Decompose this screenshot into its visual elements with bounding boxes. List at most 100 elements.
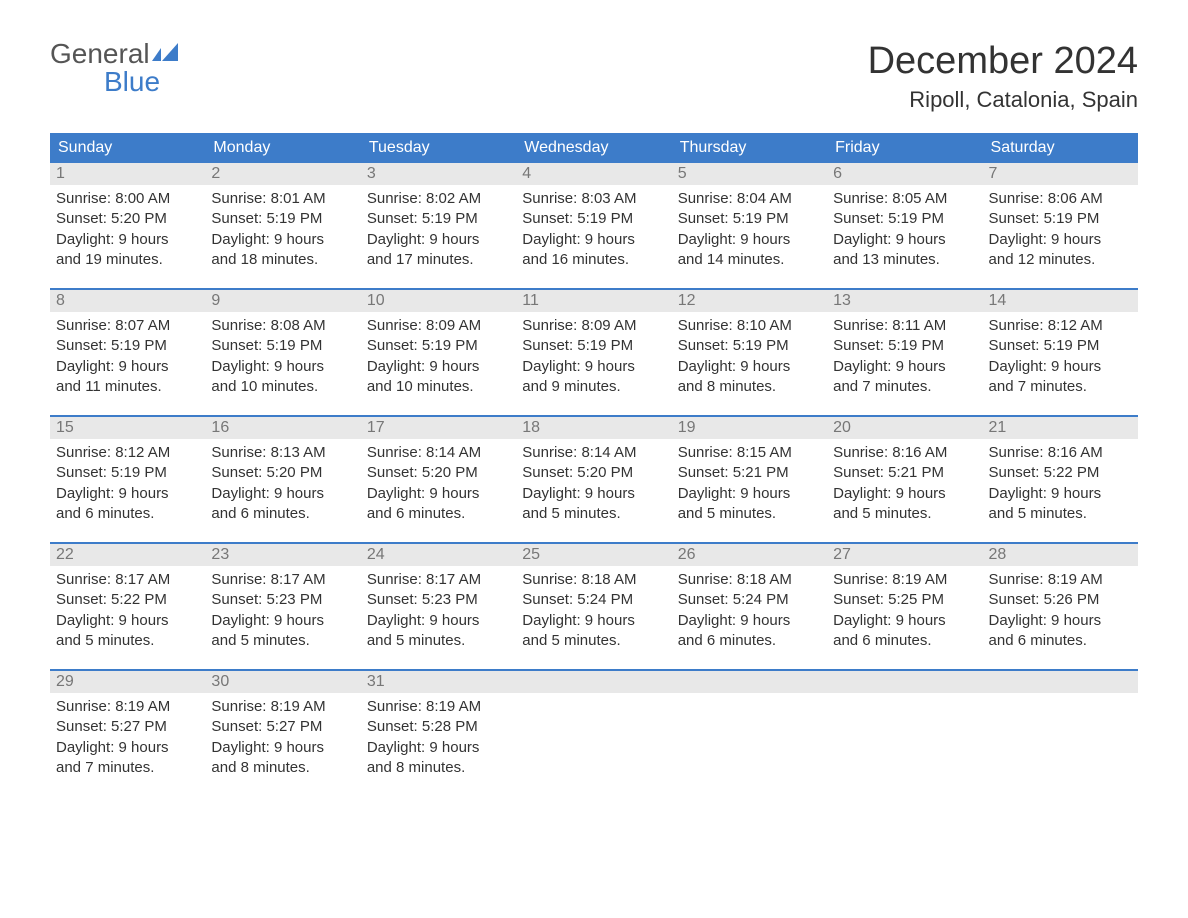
calendar-day: 30Sunrise: 8:19 AMSunset: 5:27 PMDayligh… [205,671,360,782]
calendar-week: 29Sunrise: 8:19 AMSunset: 5:27 PMDayligh… [50,669,1138,782]
day-body: Sunrise: 8:19 AMSunset: 5:28 PMDaylight:… [361,693,516,782]
sunrise-line: Sunrise: 8:07 AM [56,316,199,336]
calendar-day: 29Sunrise: 8:19 AMSunset: 5:27 PMDayligh… [50,671,205,782]
sunrise-line: Sunrise: 8:12 AM [989,316,1132,336]
daylight-line-2: and 7 minutes. [56,758,199,778]
daylight-line-1: Daylight: 9 hours [678,611,821,631]
day-number: 21 [983,417,1138,439]
daylight-line-1: Daylight: 9 hours [56,230,199,250]
daylight-line-1: Daylight: 9 hours [367,611,510,631]
daylight-line-2: and 17 minutes. [367,250,510,270]
day-body: Sunrise: 8:19 AMSunset: 5:27 PMDaylight:… [50,693,205,782]
day-number: 17 [361,417,516,439]
day-body: Sunrise: 8:10 AMSunset: 5:19 PMDaylight:… [672,312,827,401]
calendar-day: 5Sunrise: 8:04 AMSunset: 5:19 PMDaylight… [672,163,827,274]
day-number: 20 [827,417,982,439]
page-header: General Blue December 2024 Ripoll, Catal… [50,40,1138,113]
day-body: Sunrise: 8:02 AMSunset: 5:19 PMDaylight:… [361,185,516,274]
daylight-line-2: and 13 minutes. [833,250,976,270]
day-body: Sunrise: 8:11 AMSunset: 5:19 PMDaylight:… [827,312,982,401]
sunset-line: Sunset: 5:19 PM [56,463,199,483]
calendar-week: 8Sunrise: 8:07 AMSunset: 5:19 PMDaylight… [50,288,1138,401]
calendar-day: 27Sunrise: 8:19 AMSunset: 5:25 PMDayligh… [827,544,982,655]
daylight-line-2: and 7 minutes. [989,377,1132,397]
sunset-line: Sunset: 5:19 PM [833,336,976,356]
daylight-line-2: and 5 minutes. [211,631,354,651]
day-number: 31 [361,671,516,693]
daylight-line-1: Daylight: 9 hours [989,230,1132,250]
daylight-line-2: and 5 minutes. [367,631,510,651]
daylight-line-2: and 6 minutes. [989,631,1132,651]
daylight-line-1: Daylight: 9 hours [522,611,665,631]
sunset-line: Sunset: 5:20 PM [211,463,354,483]
daylight-line-1: Daylight: 9 hours [211,484,354,504]
sunset-line: Sunset: 5:21 PM [678,463,821,483]
calendar-day: 17Sunrise: 8:14 AMSunset: 5:20 PMDayligh… [361,417,516,528]
day-number: 5 [672,163,827,185]
day-number: 27 [827,544,982,566]
daylight-line-1: Daylight: 9 hours [989,484,1132,504]
day-body: Sunrise: 8:04 AMSunset: 5:19 PMDaylight:… [672,185,827,274]
daylight-line-2: and 5 minutes. [522,631,665,651]
day-body: Sunrise: 8:14 AMSunset: 5:20 PMDaylight:… [361,439,516,528]
sunset-line: Sunset: 5:23 PM [367,590,510,610]
day-number-empty [672,671,827,693]
calendar-day: 28Sunrise: 8:19 AMSunset: 5:26 PMDayligh… [983,544,1138,655]
day-body: Sunrise: 8:19 AMSunset: 5:25 PMDaylight:… [827,566,982,655]
day-body: Sunrise: 8:18 AMSunset: 5:24 PMDaylight:… [672,566,827,655]
daylight-line-1: Daylight: 9 hours [989,611,1132,631]
daylight-line-1: Daylight: 9 hours [833,357,976,377]
calendar-day: 18Sunrise: 8:14 AMSunset: 5:20 PMDayligh… [516,417,671,528]
calendar-day: 11Sunrise: 8:09 AMSunset: 5:19 PMDayligh… [516,290,671,401]
sunrise-line: Sunrise: 8:16 AM [833,443,976,463]
sunrise-line: Sunrise: 8:02 AM [367,189,510,209]
sunrise-line: Sunrise: 8:19 AM [367,697,510,717]
day-number-empty [516,671,671,693]
day-number-empty [827,671,982,693]
weekday-header: Sunday [50,133,205,163]
day-body: Sunrise: 8:09 AMSunset: 5:19 PMDaylight:… [361,312,516,401]
weekday-header-row: SundayMondayTuesdayWednesdayThursdayFrid… [50,133,1138,163]
day-body: Sunrise: 8:09 AMSunset: 5:19 PMDaylight:… [516,312,671,401]
day-body: Sunrise: 8:16 AMSunset: 5:22 PMDaylight:… [983,439,1138,528]
daylight-line-1: Daylight: 9 hours [833,611,976,631]
day-number: 28 [983,544,1138,566]
daylight-line-1: Daylight: 9 hours [522,230,665,250]
day-number: 30 [205,671,360,693]
sunrise-line: Sunrise: 8:09 AM [367,316,510,336]
logo-flag-icon [152,40,178,68]
sunrise-line: Sunrise: 8:09 AM [522,316,665,336]
daylight-line-2: and 6 minutes. [211,504,354,524]
calendar-day: 2Sunrise: 8:01 AMSunset: 5:19 PMDaylight… [205,163,360,274]
weekday-header: Thursday [672,133,827,163]
sunset-line: Sunset: 5:27 PM [56,717,199,737]
sunrise-line: Sunrise: 8:08 AM [211,316,354,336]
title-block: December 2024 Ripoll, Catalonia, Spain [868,40,1138,113]
sunset-line: Sunset: 5:19 PM [522,336,665,356]
day-number: 29 [50,671,205,693]
sunrise-line: Sunrise: 8:17 AM [56,570,199,590]
daylight-line-2: and 6 minutes. [367,504,510,524]
sunset-line: Sunset: 5:19 PM [833,209,976,229]
sunrise-line: Sunrise: 8:18 AM [678,570,821,590]
sunset-line: Sunset: 5:21 PM [833,463,976,483]
day-body: Sunrise: 8:05 AMSunset: 5:19 PMDaylight:… [827,185,982,274]
daylight-line-2: and 5 minutes. [833,504,976,524]
daylight-line-1: Daylight: 9 hours [522,357,665,377]
weekday-header: Saturday [983,133,1138,163]
daylight-line-1: Daylight: 9 hours [833,484,976,504]
daylight-line-1: Daylight: 9 hours [367,484,510,504]
daylight-line-2: and 6 minutes. [833,631,976,651]
calendar-day: 31Sunrise: 8:19 AMSunset: 5:28 PMDayligh… [361,671,516,782]
sunset-line: Sunset: 5:19 PM [522,209,665,229]
calendar-day: 7Sunrise: 8:06 AMSunset: 5:19 PMDaylight… [983,163,1138,274]
daylight-line-2: and 5 minutes. [522,504,665,524]
day-number: 4 [516,163,671,185]
calendar-week: 15Sunrise: 8:12 AMSunset: 5:19 PMDayligh… [50,415,1138,528]
sunset-line: Sunset: 5:28 PM [367,717,510,737]
day-body: Sunrise: 8:08 AMSunset: 5:19 PMDaylight:… [205,312,360,401]
day-body: Sunrise: 8:06 AMSunset: 5:19 PMDaylight:… [983,185,1138,274]
sunrise-line: Sunrise: 8:10 AM [678,316,821,336]
calendar-day: 16Sunrise: 8:13 AMSunset: 5:20 PMDayligh… [205,417,360,528]
day-number: 12 [672,290,827,312]
